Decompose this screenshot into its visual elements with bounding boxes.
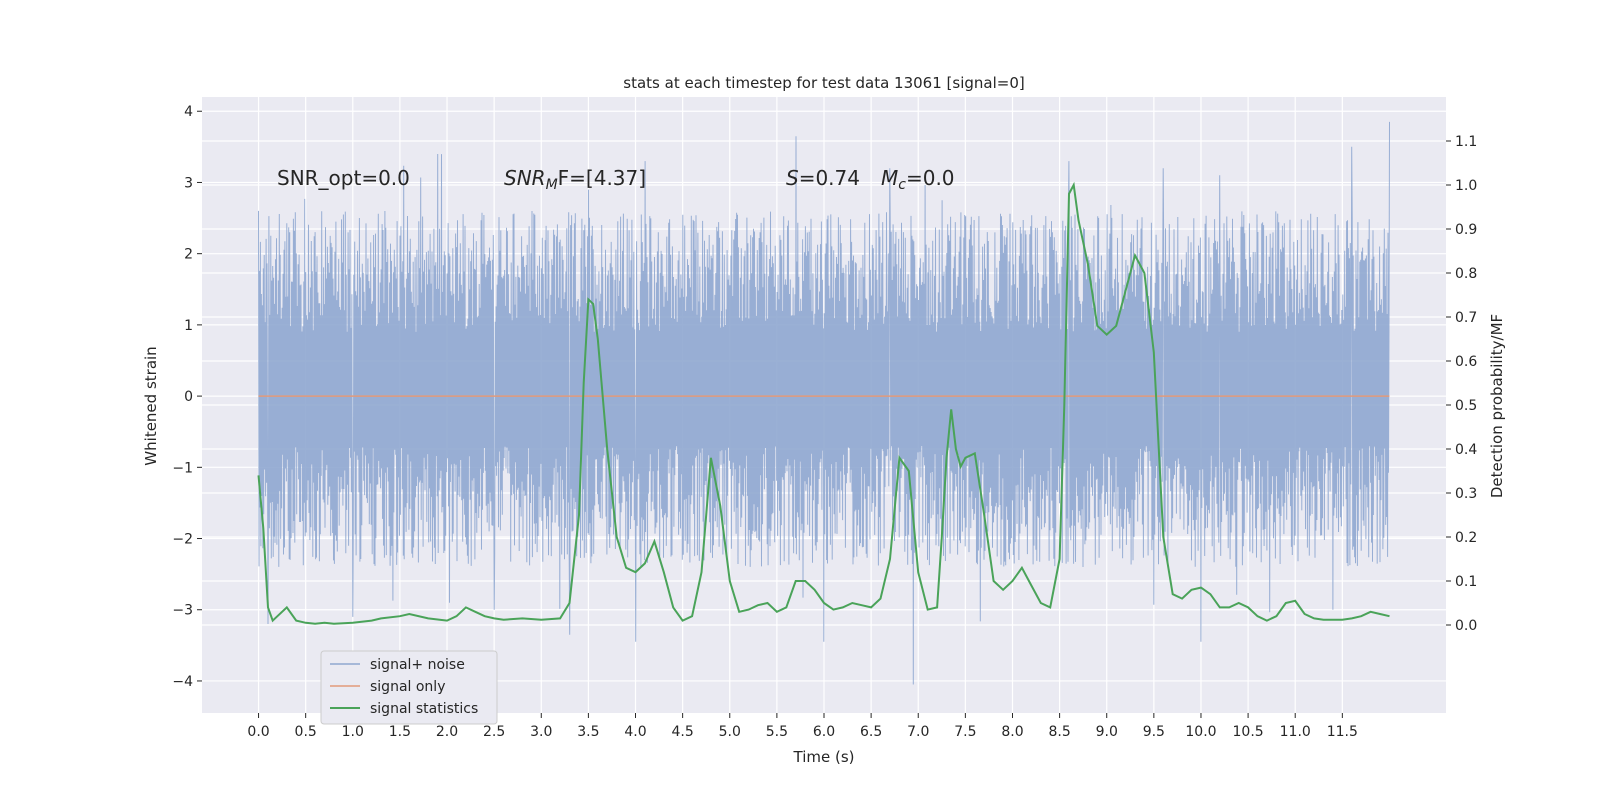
annotation-snr-opt: SNR_opt=0.0	[277, 166, 410, 190]
x-tick-label: 8.5	[1048, 724, 1070, 740]
x-tick-label: 3.5	[577, 724, 599, 740]
y2-tick-label: 1.0	[1455, 178, 1477, 194]
x-tick-label: 2.0	[436, 724, 458, 740]
legend-box	[320, 650, 498, 725]
x-tick-label: 1.5	[389, 724, 411, 740]
y-tick-label: −1	[172, 460, 193, 476]
y2-tick-label: 1.1	[1455, 134, 1477, 150]
x-tick-label: 7.0	[907, 724, 929, 740]
y-tick-label: 1	[184, 318, 193, 334]
x-tick-label: 8.0	[1001, 724, 1023, 740]
y2-ticks: 0.0 0.1 0.2 0.3 0.4 0.5 0.6 0.7 0.8 0.9 1.0 1.1	[1446, 134, 1477, 634]
legend-label-signal-noise: signal+ noise	[370, 657, 465, 673]
y2-tick-label: 0.0	[1455, 618, 1477, 634]
y2-tick-label: 0.6	[1455, 354, 1477, 370]
x-tick-label: 11.5	[1327, 724, 1358, 740]
y-axis-label: Whitened strain	[142, 346, 160, 465]
annotation-s: S=0.74	[786, 166, 860, 190]
y-tick-label: 3	[184, 175, 193, 191]
y2-tick-label: 0.9	[1455, 222, 1477, 238]
y2-tick-label: 0.2	[1455, 530, 1477, 546]
y2-tick-label: 0.4	[1455, 442, 1477, 458]
x-tick-label: 6.5	[860, 724, 882, 740]
y2-tick-label: 0.3	[1455, 486, 1477, 502]
y2-axis-label: Detection probability/MF	[1488, 314, 1506, 498]
y-ticks: −4 −3 −2 −1 0 1 2 3 4	[172, 104, 202, 690]
y2-tick-label: 0.5	[1455, 398, 1477, 414]
y-tick-label: 2	[184, 247, 193, 263]
x-tick-label: 1.0	[342, 724, 364, 740]
x-axis-label: Time (s)	[793, 748, 855, 766]
y-tick-label: 4	[184, 104, 193, 120]
signal-statistics-line	[257, 181, 1390, 625]
x-tick-label: 3.0	[530, 724, 552, 740]
x-tick-label: 10.0	[1185, 724, 1216, 740]
legend-label-signal-statistics: signal statistics	[370, 701, 478, 717]
x-tick-label: 4.5	[672, 724, 694, 740]
y-tick-label: −4	[172, 674, 193, 690]
x-tick-label: 4.0	[624, 724, 646, 740]
legend: signal+ noise signal only signal statist…	[320, 650, 498, 725]
annotation-snr-mf: SNRMF=[4.37]	[504, 166, 646, 193]
chart-title: stats at each timestep for test data 130…	[623, 74, 1024, 92]
annotation-mc: Mc=0.0	[881, 166, 955, 193]
x-tick-label: 9.0	[1096, 724, 1118, 740]
y2-tick-label: 0.1	[1455, 574, 1477, 590]
x-tick-label: 5.0	[719, 724, 741, 740]
x-ticks: 0.0 0.5 1.0 1.5 2.0 2.5 3.0 3.5 4.0 4.5 5.0 5.5 6.0 6…	[247, 713, 1358, 740]
x-tick-label: 10.5	[1233, 724, 1264, 740]
x-tick-label: 6.0	[813, 724, 835, 740]
x-tick-label: 11.0	[1280, 724, 1311, 740]
y-tick-label: −3	[172, 603, 193, 619]
x-tick-label: 7.5	[954, 724, 976, 740]
x-tick-label: 5.5	[766, 724, 788, 740]
x-tick-label: 9.5	[1143, 724, 1165, 740]
x-tick-label: 0.0	[247, 724, 269, 740]
y-tick-label: 0	[184, 389, 193, 405]
y2-tick-label: 0.7	[1455, 310, 1477, 326]
x-tick-label: 2.5	[483, 724, 505, 740]
legend-label-signal-only: signal only	[370, 679, 445, 695]
y2-tick-label: 0.8	[1455, 266, 1477, 282]
annotations: SNR_opt=0.0 SNRMF=[4.37] S=0.74 Mc=0.0	[277, 166, 955, 193]
y-tick-label: −2	[172, 532, 193, 548]
x-tick-label: 0.5	[295, 724, 317, 740]
